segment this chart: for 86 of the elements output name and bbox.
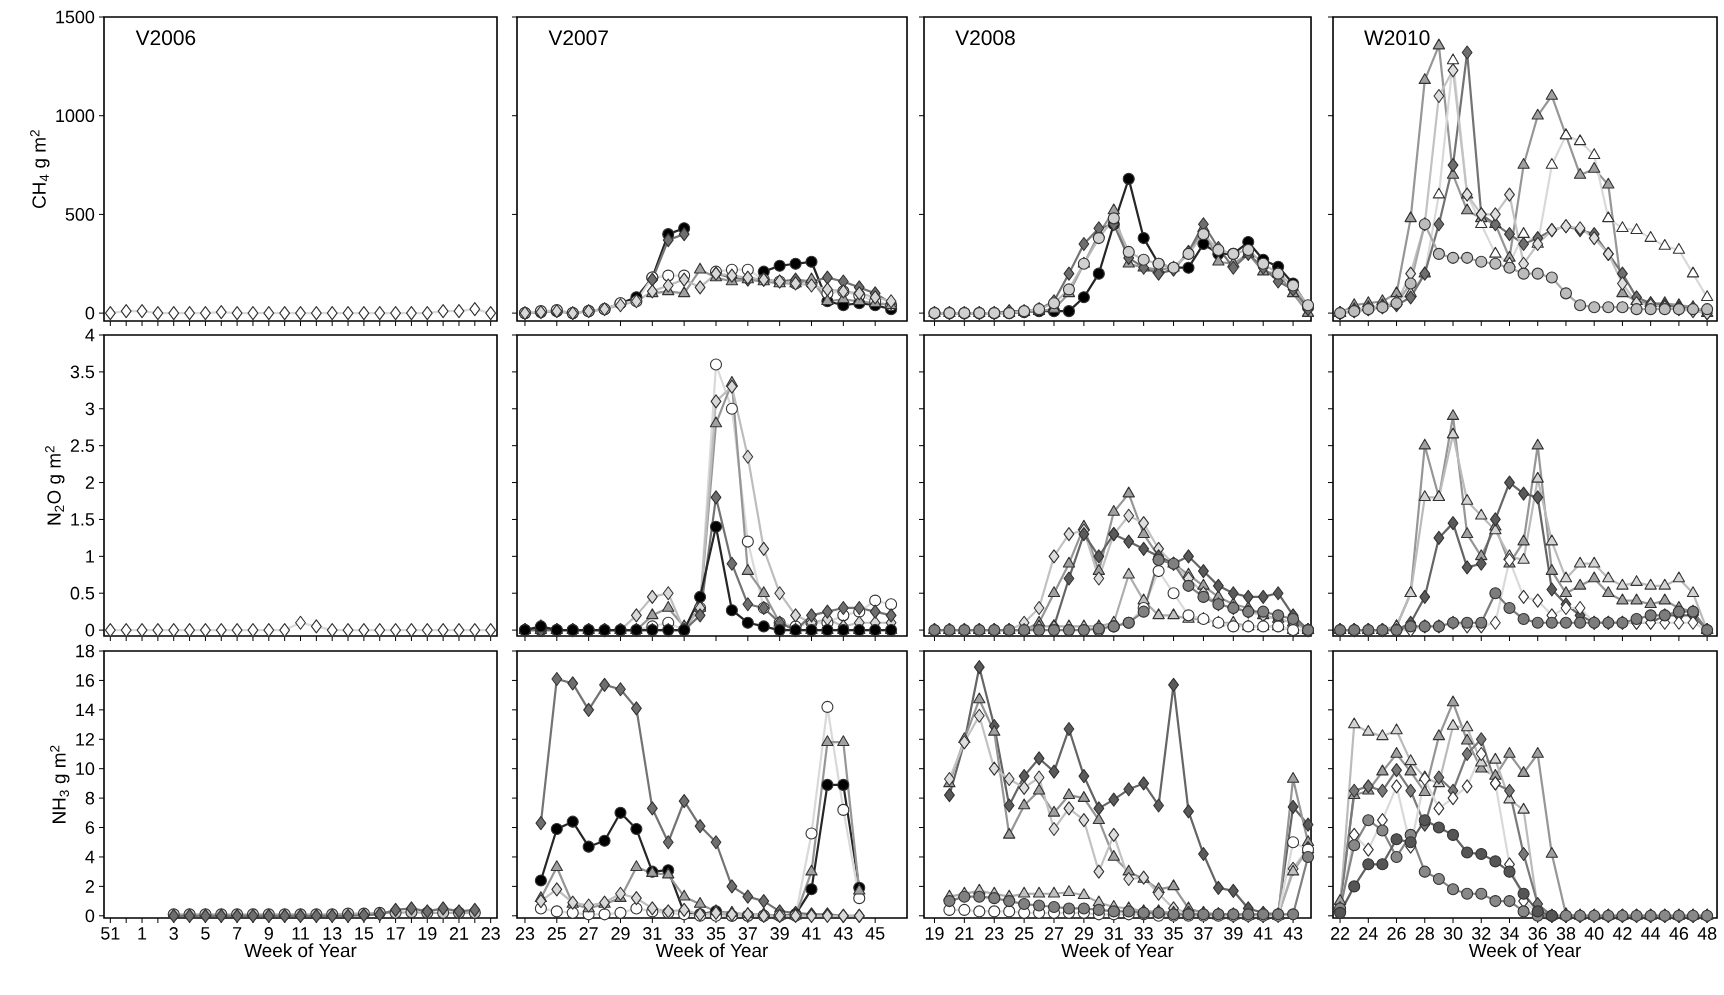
y-tick-label: 2: [85, 880, 94, 893]
x-tick-label: 35: [1164, 927, 1183, 940]
x-tick-label: 5: [201, 927, 210, 940]
chart-title: V2007: [548, 30, 608, 46]
chart-title: V2006: [135, 30, 196, 46]
x-tick-label: 24: [1359, 927, 1378, 940]
x-tick-label: 37: [1194, 927, 1213, 940]
x-tick-label: 27: [579, 927, 598, 940]
x-tick-label: 25: [547, 927, 567, 940]
x-tick-label: 29: [611, 927, 630, 940]
x-tick-label: 15: [355, 927, 374, 940]
y-tick-label: 0: [85, 306, 95, 320]
x-tick-label: 39: [770, 927, 789, 940]
x-tick-label: 41: [801, 927, 821, 940]
x-tick-label: 22: [1331, 927, 1350, 940]
x-tick-label: 33: [674, 927, 694, 940]
chart-title: V2008: [955, 30, 1015, 46]
x-tick-label: 31: [643, 927, 662, 940]
x-tick-label: 39: [1224, 927, 1243, 940]
y-tick-label: 2: [85, 476, 94, 489]
x-tick-label: 31: [1104, 927, 1123, 940]
x-tick-label: 29: [1074, 927, 1094, 940]
y-tick-label: 1000: [56, 109, 95, 123]
x-tick-label: 38: [1556, 927, 1576, 940]
x-tick-label: 19: [925, 927, 944, 940]
y-tick-label: 4: [85, 850, 95, 864]
y-tick-label: 12: [76, 733, 94, 746]
x-tick-label: 23: [481, 927, 500, 940]
y-tick-label: 6: [85, 821, 95, 834]
y-tick-label: 0: [85, 623, 95, 637]
x-tick-label: 36: [1528, 927, 1547, 940]
y-tick-label: 4: [85, 328, 95, 342]
y-tick-label: 1.5: [71, 513, 95, 526]
x-tick-label: 48: [1697, 927, 1717, 940]
x-tick-label: 30: [1443, 927, 1463, 940]
x-tick-label: 51: [101, 927, 120, 940]
x-tick-label: 13: [323, 927, 342, 940]
x-tick-label: 1: [138, 927, 147, 940]
y-tick-label: 10: [76, 762, 95, 776]
x-tick-label: 7: [233, 927, 242, 940]
x-tick-label: 9: [264, 927, 273, 940]
y-tick-label: 2.5: [70, 439, 95, 453]
x-tick-label: 40: [1584, 927, 1604, 940]
x-tick-label: 41: [1253, 927, 1273, 940]
y-axis-title: N$_{2}$O g m$^{2}$: [45, 446, 65, 525]
y-tick-label: 500: [65, 208, 95, 221]
x-tick-label: 23: [515, 927, 535, 940]
x-tick-label: 33: [1134, 927, 1153, 940]
x-tick-label: 43: [833, 927, 853, 940]
y-tick-label: 0.5: [70, 586, 95, 600]
y-tick-label: 1: [86, 550, 94, 563]
y-tick-label: 3.5: [70, 365, 95, 379]
x-tick-label: 23: [985, 927, 1004, 940]
y-tick-label: 3: [85, 402, 95, 416]
x-axis-title: Week of Year: [655, 943, 768, 958]
y-tick-label: 0: [85, 909, 95, 923]
y-tick-label: 8: [85, 791, 95, 805]
x-tick-label: 42: [1612, 927, 1632, 940]
x-tick-label: 35: [706, 927, 726, 940]
y-axis-title: NH$_{3}$ g m$^{2}$: [50, 745, 70, 823]
y-tick-label: 18: [76, 644, 95, 658]
chart-title: W2010: [1364, 30, 1430, 46]
x-tick-label: 37: [738, 927, 757, 940]
y-tick-label: 1500: [56, 10, 95, 24]
x-tick-label: 46: [1669, 927, 1689, 940]
x-tick-label: 34: [1500, 927, 1519, 940]
x-tick-label: 19: [418, 927, 437, 940]
y-tick-label: 14: [76, 703, 95, 717]
x-tick-label: 32: [1471, 927, 1491, 940]
x-tick-label: 27: [1044, 927, 1064, 940]
x-tick-label: 17: [386, 927, 405, 940]
x-tick-label: 3: [169, 927, 178, 940]
x-tick-label: 26: [1387, 927, 1406, 940]
y-axis-title: CH$_{4}$ g m$^{2}$: [30, 130, 50, 208]
x-tick-label: 28: [1415, 927, 1434, 940]
x-axis-title: Week of Year: [244, 943, 357, 958]
x-tick-label: 45: [865, 927, 885, 940]
x-tick-label: 25: [1015, 927, 1034, 940]
x-tick-label: 21: [449, 927, 469, 940]
x-tick-label: 43: [1283, 927, 1303, 940]
x-tick-label: 21: [955, 927, 974, 940]
x-tick-label: 11: [292, 927, 309, 940]
x-axis-title: Week of Year: [1061, 943, 1174, 958]
x-axis-title: Week of Year: [1468, 943, 1581, 958]
x-tick-label: 44: [1641, 927, 1661, 940]
y-tick-label: 16: [76, 674, 95, 687]
